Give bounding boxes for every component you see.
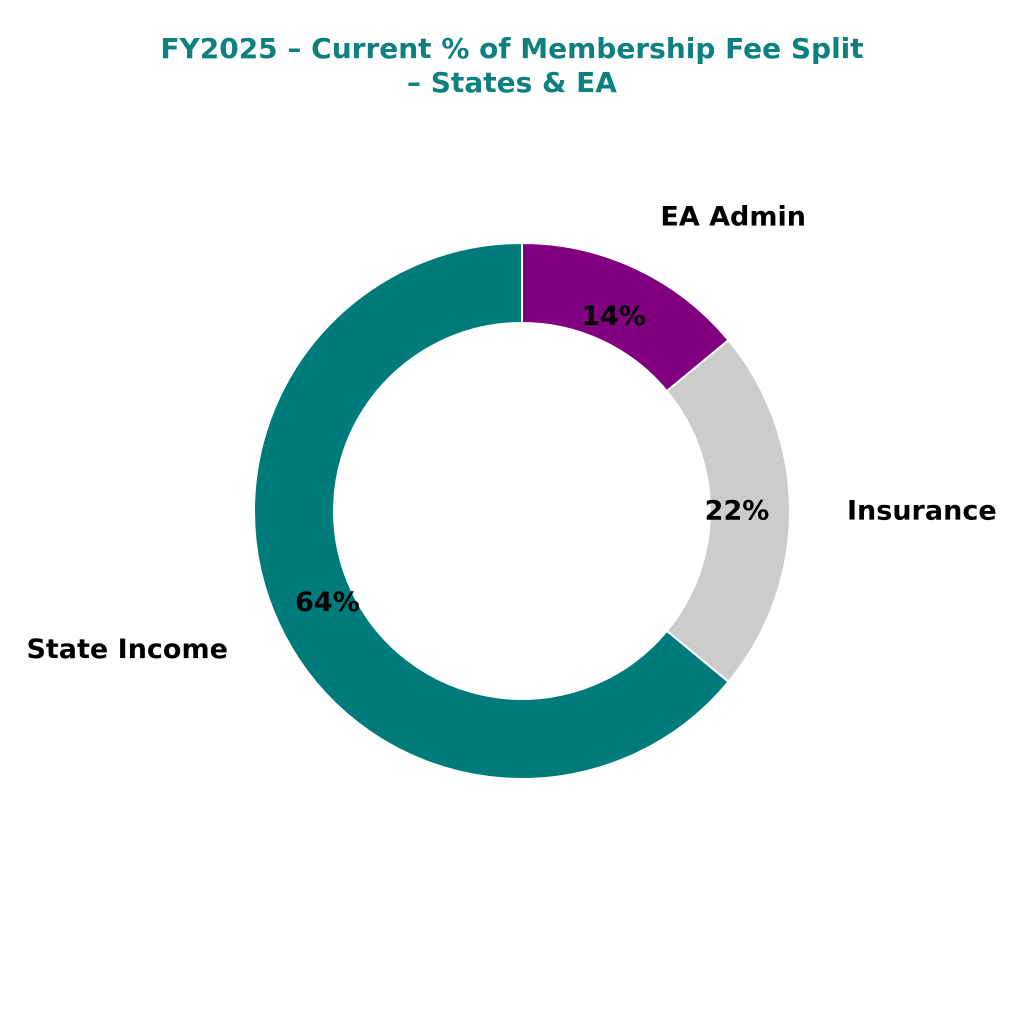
slice-label-ea-admin: EA Admin: [660, 201, 806, 232]
pct-label-insurance: 22%: [705, 496, 770, 527]
slice-label-insurance: Insurance: [847, 496, 997, 527]
slice-label-state-income: State Income: [26, 634, 227, 665]
pct-label-state-income: 64%: [295, 587, 360, 618]
chart-title-line-2: – States & EA: [407, 66, 617, 99]
chart-title: FY2025 – Current % of Membership Fee Spl…: [0, 32, 1024, 100]
labels-layer: 14% EA Admin 22% Insurance 64% State Income: [26, 201, 996, 664]
chart-title-line-1: FY2025 – Current % of Membership Fee Spl…: [160, 32, 864, 65]
pct-label-ea-admin: 14%: [581, 301, 646, 332]
slice-state-income: [253, 241, 730, 780]
slices-layer: [253, 241, 792, 780]
slice-insurance: [665, 338, 792, 684]
